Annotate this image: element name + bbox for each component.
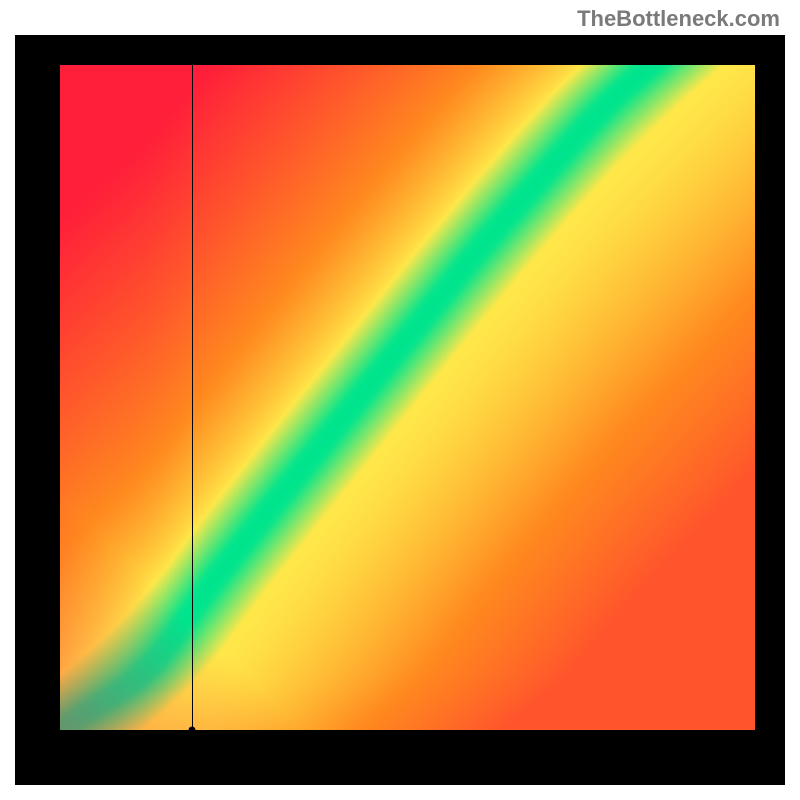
marker-vertical-line [192, 65, 193, 730]
watermark-text: TheBottleneck.com [577, 6, 780, 32]
chart-frame [15, 35, 785, 785]
heatmap-canvas [60, 65, 755, 730]
plot-area [60, 65, 755, 730]
marker-dot [189, 727, 196, 734]
chart-container: TheBottleneck.com [0, 0, 800, 800]
